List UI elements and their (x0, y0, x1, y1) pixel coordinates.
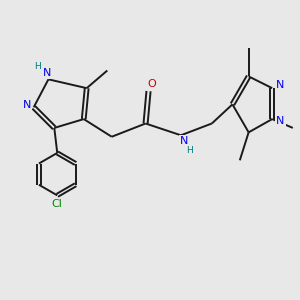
Text: H: H (186, 146, 193, 155)
Text: N: N (23, 100, 32, 110)
Text: N: N (276, 80, 285, 90)
Text: N: N (276, 116, 285, 126)
Text: N: N (43, 68, 51, 78)
Text: N: N (180, 136, 189, 146)
Text: O: O (147, 79, 156, 89)
Text: Cl: Cl (52, 199, 63, 209)
Text: H: H (34, 62, 40, 71)
